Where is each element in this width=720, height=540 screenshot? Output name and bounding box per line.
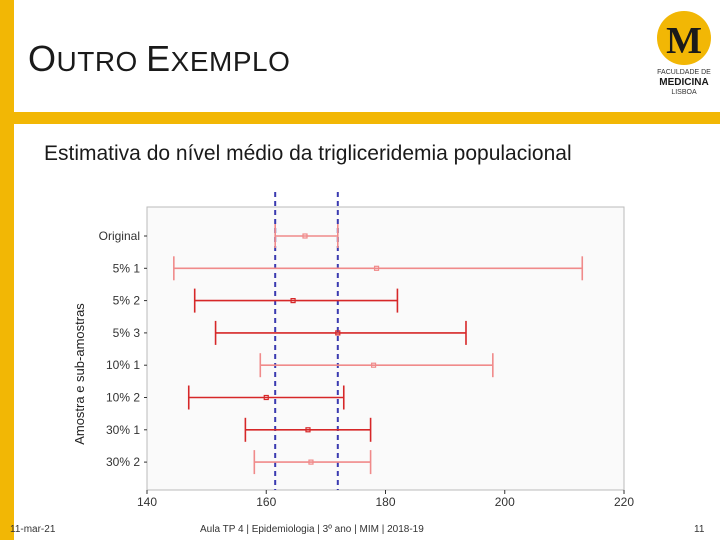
category-label: 10% 1 — [106, 358, 140, 372]
footer-date: 11-mar-21 — [10, 524, 56, 535]
logo-circle — [657, 11, 711, 65]
x-tick-label: 140 — [137, 495, 157, 506]
x-tick-label: 200 — [495, 495, 515, 506]
y-axis-label: Amostra e sub-amostras — [72, 303, 87, 445]
title-initial-1: O — [28, 38, 57, 79]
title-rest-1: UTRO — [56, 46, 147, 77]
interval-chart: Amostra e sub-amostras Original 5% 1 5% 2 5… — [72, 192, 634, 506]
mean-point — [335, 330, 341, 336]
accent-left-bar — [0, 0, 14, 540]
logo-line1: FACULDADE DE — [657, 69, 711, 76]
footer-page-number: 11 — [694, 524, 705, 535]
category-label: 10% 2 — [106, 391, 140, 405]
logo-letters: M — [666, 20, 702, 62]
mean-point — [373, 265, 380, 271]
accent-top-band — [14, 112, 720, 124]
category-label: 5% 1 — [113, 261, 141, 275]
mean-point — [305, 427, 311, 433]
chart-subtitle: Estimativa do nível médio da triglicerid… — [44, 142, 572, 165]
mean-point — [302, 233, 308, 239]
category-label: 30% 2 — [106, 455, 140, 469]
title-rest-2: XEMPLO — [170, 46, 291, 77]
x-tick-label: 160 — [256, 495, 276, 506]
title-initial-2: E — [146, 38, 171, 79]
x-tick-label: 220 — [614, 495, 634, 506]
logo-line2: MEDICINA — [659, 77, 708, 88]
category-label: 5% 3 — [113, 326, 141, 340]
mean-point — [370, 362, 377, 368]
x-tick-label: 180 — [375, 495, 395, 506]
category-label: 30% 1 — [106, 423, 140, 437]
logo-line3: LISBOA — [671, 89, 697, 96]
mean-point — [290, 297, 296, 304]
plot-frame — [146, 206, 625, 491]
category-label: Original — [99, 229, 140, 243]
category-label: 5% 2 — [113, 294, 141, 308]
footer-course: Aula TP 4 | Epidemiologia | 3º ano | MIM… — [200, 524, 424, 535]
mean-point — [308, 459, 314, 465]
faculty-logo: M FACULDADE DE MEDICINA LISBOA — [657, 11, 711, 96]
slide-title: OUTRO EXEMPLO — [28, 38, 290, 80]
mean-point — [263, 394, 269, 401]
